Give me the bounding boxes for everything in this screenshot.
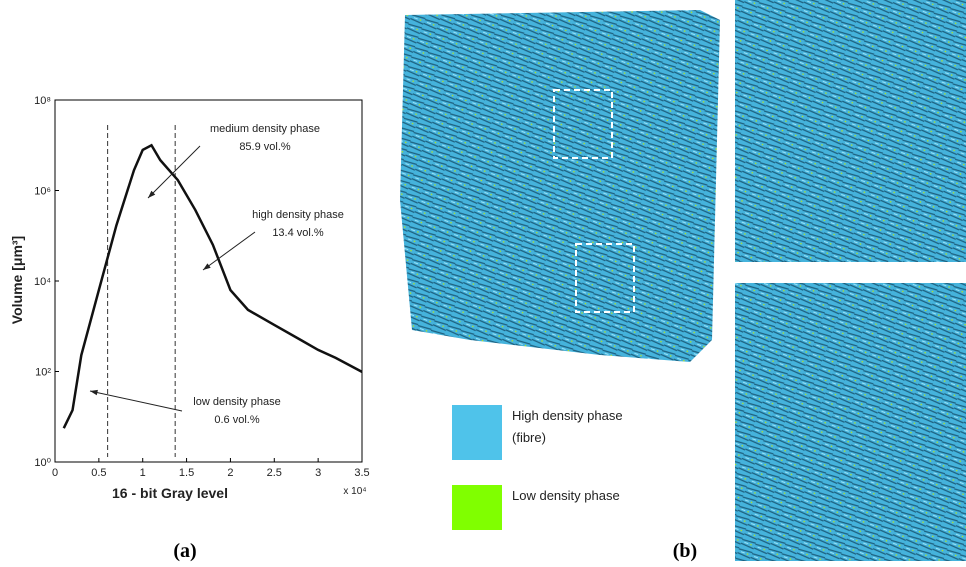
arrow [147,145,201,199]
zoom-box [575,243,635,313]
legend-label: High density phase [512,408,623,423]
zoom-image [735,0,966,262]
y-axis-label: Volume [μm³] [9,236,25,324]
x-multiplier: x 10⁴ [343,486,366,497]
arrow-head [203,263,211,270]
y-tick-label: 10⁸ [34,95,51,107]
curve [62,143,363,429]
annotation: 85.9 vol.% [239,141,291,153]
arrow [89,390,183,412]
arrow-head [148,190,156,198]
y-tick-label: 10⁰ [34,457,51,469]
zoom-image [735,283,966,561]
arrow [202,231,256,271]
caption: (b) [673,540,697,562]
x-tick-label: 1.5 [179,467,194,479]
annotation: low density phase [193,396,280,408]
y-tick-label: 10⁴ [34,276,51,288]
x-axis-label: 16 - bit Gray level [112,485,228,501]
arrow-head [90,389,98,396]
annotation: medium density phase [210,123,320,135]
x-tick-label: 2 [227,467,233,479]
legend-label: (fibre) [512,430,546,445]
legend-swatch [452,405,502,460]
x-tick-label: 1 [140,467,146,479]
legend-label: Low density phase [512,488,620,503]
x-tick-label: 0.5 [91,467,106,479]
annotation: high density phase [252,209,344,221]
annotation: 0.6 vol.% [214,414,259,426]
x-tick-label: 3 [315,467,321,479]
y-tick-label: 10⁶ [34,186,51,198]
x-tick-label: 0 [52,467,58,479]
caption: (a) [173,540,196,562]
x-tick-label: 3.5 [354,467,369,479]
y-tick-label: 10² [35,367,51,379]
annotation: 13.4 vol.% [272,227,324,239]
x-tick-label: 2.5 [267,467,282,479]
legend-swatch [452,485,502,530]
3d-render [400,10,720,362]
zoom-box [553,89,613,159]
